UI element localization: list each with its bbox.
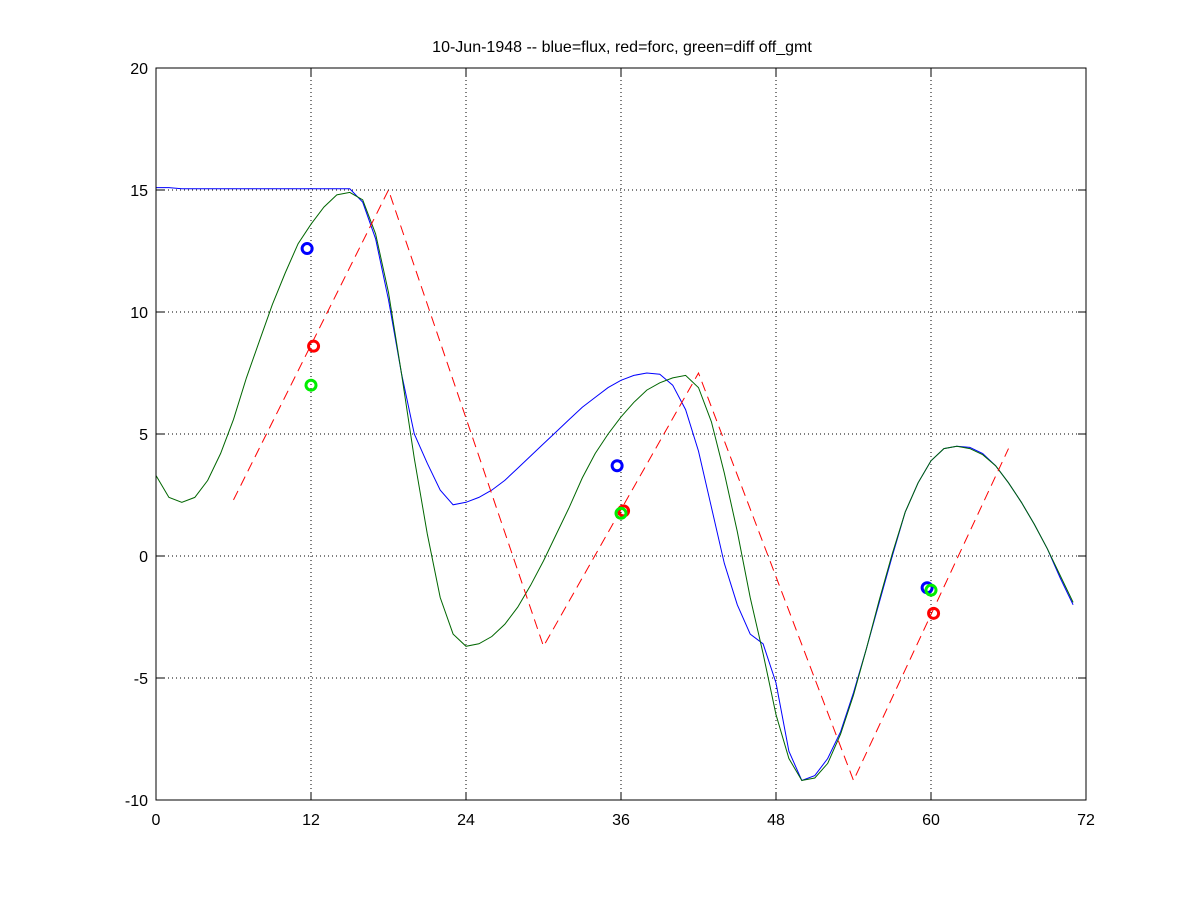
x-tick-label: 60 — [922, 812, 940, 829]
y-tick-label: -10 — [125, 793, 148, 810]
x-tick-label: 72 — [1077, 812, 1095, 829]
marker-layer — [300, 242, 941, 620]
grid — [156, 68, 1086, 800]
x-tick-label: 36 — [612, 812, 630, 829]
marker-point-1 — [927, 606, 941, 620]
series-line-1 — [155, 191, 1074, 782]
chart-title: 10-Jun-1948 -- blue=flux, red=forc, gree… — [432, 39, 812, 56]
marker-point-2 — [924, 583, 938, 597]
y-tick-label: 5 — [139, 427, 148, 444]
x-tick-label: 24 — [457, 812, 475, 829]
marker-point-2 — [614, 506, 628, 520]
ticks: 0 12 24 36 48 60 72 -10 -5 0 5 10 15 20 — [125, 61, 1095, 829]
x-tick-label: 48 — [767, 812, 785, 829]
y-tick-label: 10 — [130, 305, 148, 322]
marker-point-0 — [610, 459, 624, 473]
marker-point-0 — [300, 242, 314, 256]
y-tick-label: 20 — [130, 61, 148, 78]
marker-point-1 — [307, 339, 321, 353]
marker-point-1 — [617, 504, 631, 518]
y-tick-label: 0 — [139, 549, 148, 566]
y-tick-label: 15 — [130, 183, 148, 200]
x-tick-label: 0 — [152, 812, 161, 829]
x-tick-label: 12 — [302, 812, 320, 829]
marker-point-2 — [304, 378, 318, 392]
y-tick-label: -5 — [134, 671, 148, 688]
